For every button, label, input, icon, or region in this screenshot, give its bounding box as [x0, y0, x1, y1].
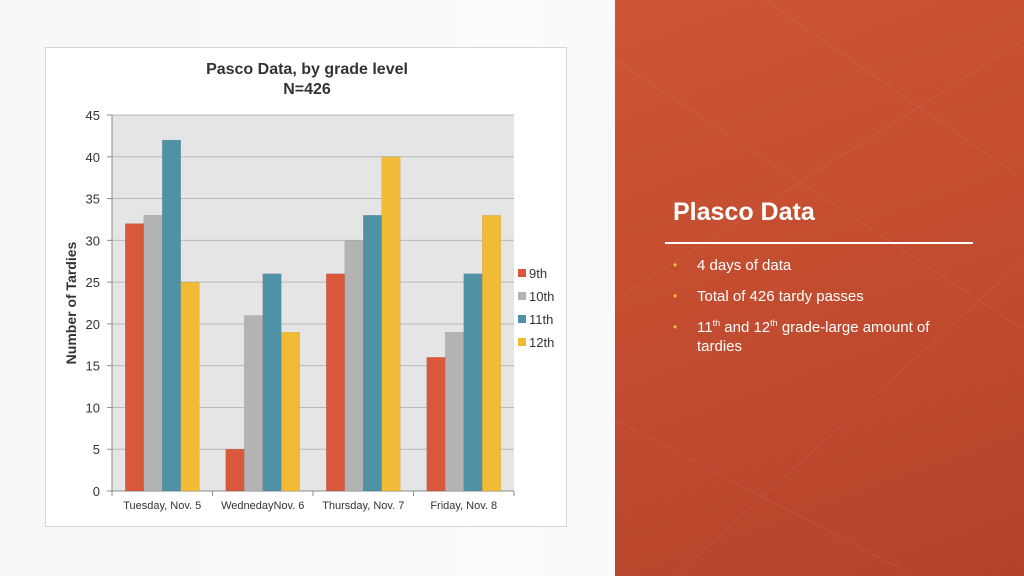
chart-subtitle: N=426: [283, 81, 331, 98]
legend-swatch-12th: [518, 338, 526, 346]
bullet-text: 11th and 12th grade-large amount of tard…: [697, 318, 930, 356]
y-tick-label: 20: [86, 317, 100, 332]
bullet-item: • 11th and 12th grade-large amount of ta…: [673, 318, 973, 356]
bullet-item: • 4 days of data: [673, 256, 973, 275]
bar-12th-1: [281, 331, 300, 492]
y-tick-label: 15: [86, 359, 100, 374]
y-tick-label: 45: [86, 108, 100, 123]
legend-swatch-9th: [518, 269, 526, 277]
bullet-text-part: 11: [697, 319, 713, 336]
bar-chart: Pasco Data, by grade level N=426 0 5 10 15 20 2…: [63, 61, 554, 512]
superscript: th: [712, 318, 721, 328]
bar-10th-0: [143, 215, 163, 492]
bullet-text-part: grade-large amount of tardies: [697, 319, 930, 355]
legend-swatch-11th: [518, 315, 526, 323]
chart-container: Pasco Data, by grade level N=426 0 5 10 15 20 2…: [45, 47, 567, 527]
y-tick-label: 5: [93, 442, 100, 457]
x-tick-label: Tuesday, Nov. 5: [123, 500, 201, 512]
bullet-text: Total of 426 tardy passes: [697, 288, 864, 305]
bar-10th-1: [244, 315, 263, 492]
y-tick-label: 35: [86, 192, 100, 207]
bar-12th-0: [180, 281, 200, 492]
legend-label: 9th: [529, 266, 547, 281]
y-tick-label: 25: [86, 275, 100, 290]
bar-12th-2: [381, 156, 401, 492]
bullet-icon: •: [673, 289, 678, 303]
legend-label: 11th: [529, 312, 553, 327]
y-tick-label: 10: [86, 400, 100, 415]
legend-label: 10th: [529, 289, 554, 304]
slide-title: Plasco Data: [673, 198, 815, 226]
decorative-lines: [615, 0, 1024, 576]
bullet-item: • Total of 426 tardy passes: [673, 287, 973, 306]
bar-11th-3: [463, 273, 483, 492]
bullet-text-part: and 12: [720, 319, 771, 336]
bullet-text: 4 days of data: [697, 257, 792, 274]
bar-12th-3: [482, 215, 501, 492]
title-panel: Plasco Data • 4 days of data • Total of …: [615, 0, 1024, 576]
legend-label: 12th: [529, 335, 554, 350]
bar-9th-2: [326, 273, 345, 492]
title-divider: [665, 242, 973, 244]
bar-11th-2: [363, 215, 382, 492]
x-tick-label: Friday, Nov. 8: [430, 500, 497, 512]
bullet-icon: •: [673, 258, 678, 272]
y-tick-label: 30: [86, 233, 100, 248]
x-tick-label: WednedayNov. 6: [221, 500, 304, 512]
bullet-list: • 4 days of data • Total of 426 tardy pa…: [673, 256, 973, 368]
bar-11th-0: [162, 139, 181, 492]
bar-9th-0: [125, 223, 144, 492]
chart-title: Pasco Data, by grade level: [206, 61, 408, 78]
y-tick-label: 0: [93, 484, 100, 499]
legend-swatch-10th: [518, 292, 526, 300]
bar-11th-1: [262, 273, 282, 492]
superscript: th: [770, 318, 778, 328]
bar-10th-2: [344, 240, 364, 492]
bullet-icon: •: [673, 320, 678, 334]
y-axis-label: Number of Tardies: [63, 241, 79, 364]
x-tick-label: Thursday, Nov. 7: [322, 500, 404, 512]
bar-9th-1: [225, 448, 245, 492]
bar-9th-3: [426, 357, 446, 492]
bar-10th-3: [445, 331, 464, 492]
y-tick-label: 40: [86, 150, 100, 165]
